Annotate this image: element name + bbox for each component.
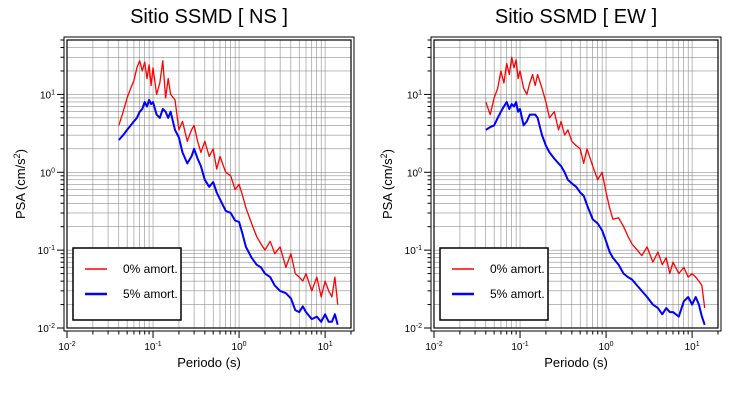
x-axis-ticks (433, 331, 719, 338)
y-tick-label: 10-2 (38, 323, 55, 335)
x-tick-label: 100 (599, 341, 614, 353)
x-tick-label: 100 (232, 341, 247, 353)
legend: 0% amort. 5% amort. (72, 247, 182, 321)
x-tick-label: 101 (318, 341, 333, 353)
y-tick-label: 100 (407, 167, 422, 179)
y-tick-label: 100 (40, 167, 55, 179)
series-group (118, 60, 339, 326)
legend-label-2: 5% amort. (123, 287, 178, 301)
chart-panel-1: Sitio SSMD [ NS ] 10-2 10-1 100 101 10-2 10-1 1… (12, 6, 355, 370)
series-line-2 (118, 98, 339, 326)
plot-frame (66, 39, 352, 329)
y-axis-ticks (424, 39, 431, 329)
series-line-1 (485, 56, 706, 309)
x-tick-label: 101 (685, 341, 700, 353)
y-tick-label: 10-2 (405, 323, 422, 335)
chart-title: Sitio SSMD [ EW ] (495, 6, 657, 28)
legend: 0% amort. 5% amort. (439, 247, 549, 321)
x-axis-label: Periodo (s) (544, 355, 608, 370)
legend-box (72, 247, 182, 321)
y-axis-ticks (57, 39, 64, 329)
y-axis-label: PSA (cm/s2) (379, 149, 395, 219)
x-tick-label: 10-1 (511, 341, 528, 353)
x-tick-label: 10-2 (425, 341, 442, 353)
legend-box (439, 247, 549, 321)
x-tick-label: 10-2 (58, 341, 75, 353)
y-tick-label: 101 (407, 89, 422, 101)
legend-label-1: 0% amort. (123, 262, 178, 276)
series-line-1 (118, 60, 339, 305)
x-axis-ticks (66, 331, 352, 338)
x-axis-label: Periodo (s) (177, 355, 241, 370)
y-tick-label: 10-1 (405, 245, 422, 257)
chart-panel-2: Sitio SSMD [ EW ] 10-2 10-1 100 101 10-2 10-1 1… (379, 6, 722, 370)
y-tick-label: 10-1 (38, 245, 55, 257)
legend-label-1: 0% amort. (490, 262, 545, 276)
series-line-2 (485, 101, 706, 326)
chart-title: Sitio SSMD [ NS ] (130, 6, 288, 28)
legend-label-2: 5% amort. (490, 287, 545, 301)
y-axis-label: PSA (cm/s2) (12, 149, 28, 219)
series-group (485, 56, 706, 326)
y-tick-label: 101 (40, 89, 55, 101)
x-tick-label: 10-1 (144, 341, 161, 353)
plot-frame (433, 39, 719, 329)
